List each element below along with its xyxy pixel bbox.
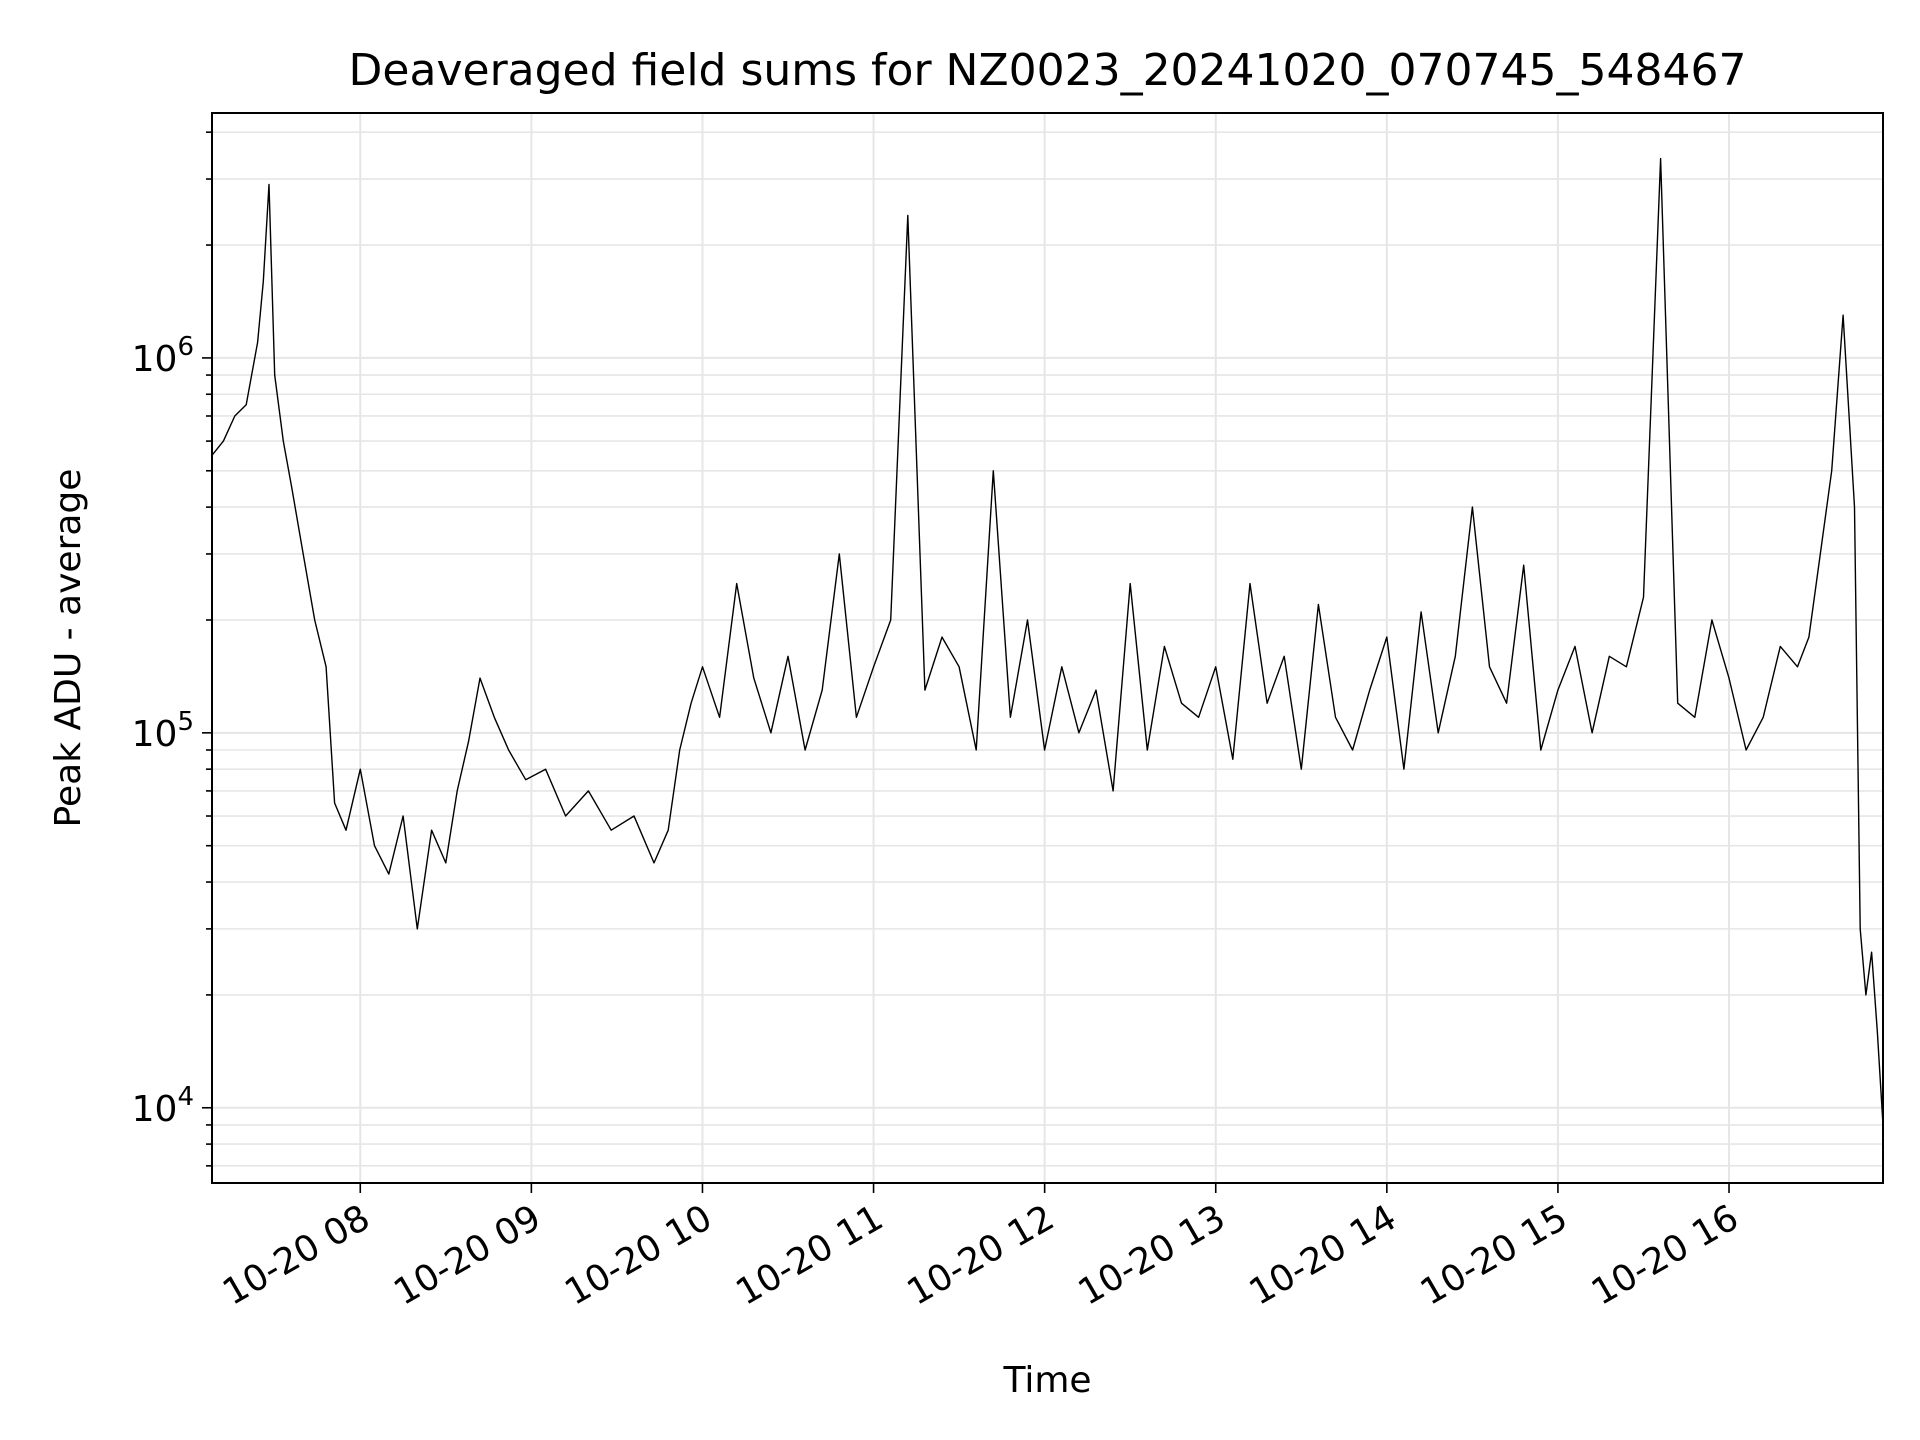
data-line-layer <box>211 157 1884 1125</box>
y-tick-base: 10 <box>132 714 178 755</box>
y-tick-label: 106 <box>132 332 194 380</box>
y-tick-base: 10 <box>132 339 178 380</box>
y-tick-exponent: 6 <box>177 332 194 362</box>
y-tick-label: 104 <box>132 1082 194 1130</box>
y-axis-label: Peak ADU - average <box>48 469 89 828</box>
plot-frame <box>211 112 1884 1184</box>
y-tick-exponent: 4 <box>177 1082 194 1112</box>
y-tick-exponent: 5 <box>177 707 194 737</box>
x-axis-label: Time <box>1002 1360 1091 1401</box>
chart-title: Deaveraged field sums for NZ0023_2024102… <box>349 45 1747 96</box>
series-line <box>211 157 1884 1125</box>
y-tick-base: 10 <box>132 1089 178 1130</box>
y-tick-label: 105 <box>132 707 194 755</box>
